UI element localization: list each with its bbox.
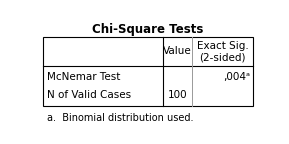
Text: Exact Sig.
(2-sided): Exact Sig. (2-sided)	[197, 41, 249, 62]
Text: 100: 100	[168, 90, 187, 100]
Text: McNemar Test: McNemar Test	[47, 72, 121, 82]
Text: N of Valid Cases: N of Valid Cases	[47, 90, 131, 100]
Text: a.  Binomial distribution used.: a. Binomial distribution used.	[47, 113, 194, 123]
Text: Value: Value	[163, 46, 192, 56]
Text: ,004ᵃ: ,004ᵃ	[223, 72, 250, 82]
Text: Chi-Square Tests: Chi-Square Tests	[92, 23, 204, 36]
